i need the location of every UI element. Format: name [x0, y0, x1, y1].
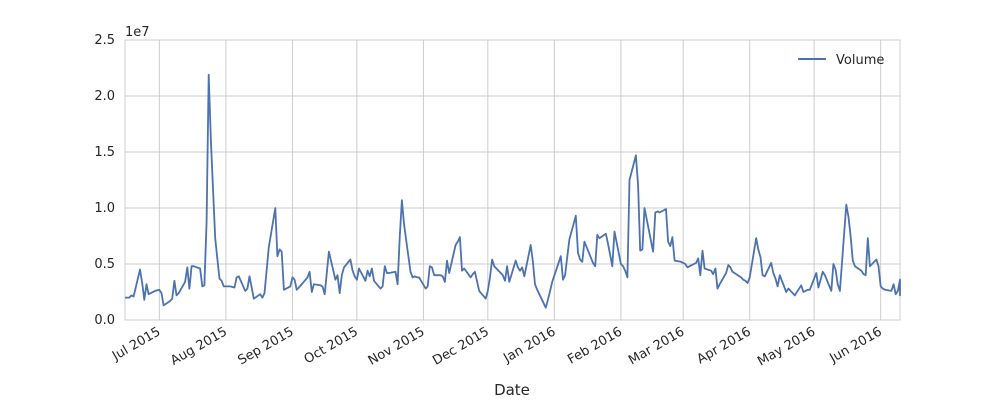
- x-tick-label: Jan 2016: [500, 324, 558, 366]
- y-axis-offset-label: 1e7: [125, 25, 150, 40]
- x-tick-label: Oct 2015: [302, 324, 361, 367]
- y-tick-label: 2.5: [94, 33, 115, 48]
- series-layer: [125, 73, 901, 309]
- x-tick-label: Feb 2016: [565, 324, 625, 367]
- x-tick-label: Jul 2015: [109, 324, 163, 364]
- y-tick-label: 1.0: [94, 201, 115, 216]
- x-tick-label: Sep 2015: [236, 324, 297, 368]
- x-tick-label: Aug 2015: [168, 324, 230, 368]
- x-tick-label: Jun 2016: [826, 324, 884, 366]
- x-tick-labels: Jul 2015 Aug 2015 Sep 2015 Oct 2015 Nov 2015…: [109, 324, 885, 369]
- legend-label-volume: Volume: [836, 53, 884, 68]
- y-tick-label: 0.5: [94, 257, 115, 272]
- plot-area-frame: [124, 39, 901, 321]
- x-tick-label: Nov 2015: [366, 324, 428, 368]
- y-tick-label: 2.0: [94, 89, 115, 104]
- x-tick-label: Mar 2016: [626, 324, 687, 368]
- plot-area-background: [125, 40, 900, 320]
- y-tick-label: 1.5: [94, 145, 115, 160]
- x-axis-label: Date: [494, 381, 530, 399]
- legend: Volume: [798, 53, 884, 68]
- y-tick-labels: 0.0 0.5 1.0 1.5 2.0 2.5: [94, 33, 115, 328]
- x-tick-label: May 2016: [755, 324, 818, 369]
- y-tick-label: 0.0: [94, 313, 115, 328]
- x-tick-label: Apr 2016: [695, 324, 754, 367]
- x-tick-label: Dec 2015: [430, 324, 492, 368]
- series-line-volume: [125, 73, 901, 309]
